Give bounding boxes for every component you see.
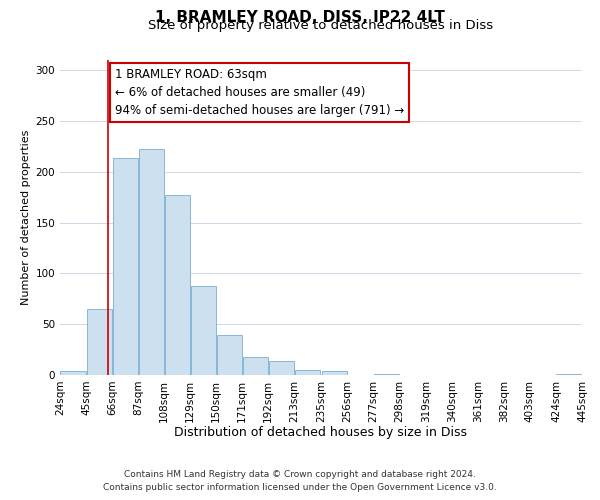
Text: Contains HM Land Registry data © Crown copyright and database right 2024.
Contai: Contains HM Land Registry data © Crown c… [103, 470, 497, 492]
Bar [374, 374, 399, 375]
X-axis label: Distribution of detached houses by size in Diss: Distribution of detached houses by size … [175, 426, 467, 439]
Bar [269, 361, 294, 375]
Bar [86, 309, 112, 375]
Bar [164, 195, 190, 375]
Bar [322, 371, 347, 375]
Bar [295, 370, 320, 375]
Bar [243, 356, 268, 375]
Bar [139, 150, 164, 375]
Bar [217, 336, 242, 375]
Text: 1 BRAMLEY ROAD: 63sqm
← 6% of detached houses are smaller (49)
94% of semi-detac: 1 BRAMLEY ROAD: 63sqm ← 6% of detached h… [115, 68, 404, 117]
Title: Size of property relative to detached houses in Diss: Size of property relative to detached ho… [148, 20, 494, 32]
Bar [61, 371, 86, 375]
Bar [191, 286, 216, 375]
Bar [556, 374, 581, 375]
Y-axis label: Number of detached properties: Number of detached properties [21, 130, 31, 305]
Text: 1, BRAMLEY ROAD, DISS, IP22 4LT: 1, BRAMLEY ROAD, DISS, IP22 4LT [155, 10, 445, 25]
Bar [113, 158, 137, 375]
